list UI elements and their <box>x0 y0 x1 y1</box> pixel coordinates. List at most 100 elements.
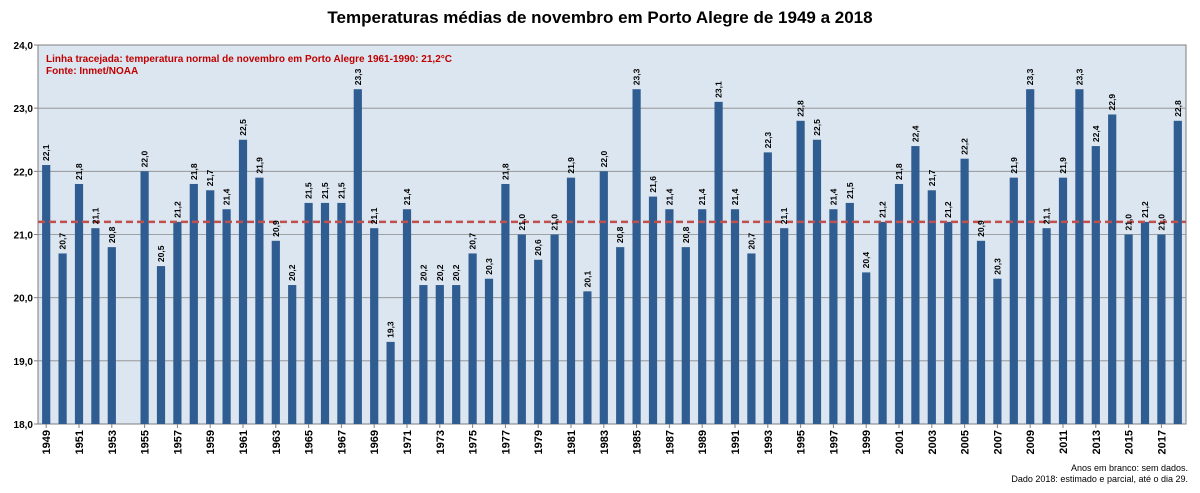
x-tick-label: 2017 <box>1156 430 1168 454</box>
bar <box>747 253 756 424</box>
value-label: 21,5 <box>845 182 855 199</box>
value-label: 20,2 <box>451 264 461 281</box>
value-label: 23,3 <box>353 68 363 85</box>
bar <box>550 234 559 424</box>
value-label: 20,9 <box>976 220 986 237</box>
value-label: 22,2 <box>960 138 970 155</box>
value-label: 21,8 <box>189 163 199 180</box>
value-label: 21,0 <box>550 214 560 231</box>
value-label: 20,6 <box>533 239 543 256</box>
bar <box>960 158 969 424</box>
bar <box>484 278 494 424</box>
x-tick-label: 2009 <box>1025 430 1037 454</box>
value-labels: 22,1 20,7 21,8 21,1 20,8 22,0 20,5 21,2 21,8 21,7… <box>41 68 1183 337</box>
y-tick-label: 21,0 <box>14 231 34 242</box>
bar <box>238 139 248 424</box>
value-label: 22,8 <box>1173 100 1183 117</box>
bar <box>829 209 838 424</box>
bar <box>173 221 182 424</box>
bar <box>255 177 264 424</box>
bar <box>320 202 330 424</box>
value-label: 21,4 <box>697 188 707 205</box>
value-label: 21,7 <box>927 169 937 186</box>
x-tick-label: 2005 <box>960 430 972 454</box>
bar <box>993 278 1002 424</box>
value-label: 19,3 <box>386 321 396 338</box>
value-label: 20,4 <box>861 252 871 269</box>
value-label: 21,5 <box>304 182 314 199</box>
x-tick-label: 2013 <box>1091 430 1103 454</box>
bar <box>845 202 854 424</box>
value-label: 20,2 <box>418 264 428 281</box>
bar <box>288 285 297 424</box>
bar <box>1108 114 1117 424</box>
x-tick-label: 1975 <box>468 430 480 454</box>
value-label: 20,8 <box>107 226 117 243</box>
value-label: 23,3 <box>632 68 642 85</box>
value-label: 20,3 <box>484 258 494 275</box>
bar <box>698 209 707 424</box>
value-label: 21,4 <box>402 188 412 205</box>
x-tick-label: 2015 <box>1124 430 1136 454</box>
bar <box>796 120 805 425</box>
value-label: 21,0 <box>1156 214 1166 231</box>
footnote-2018-partial: Dado 2018: estimado e parcial, até o dia… <box>1011 474 1188 484</box>
x-tick-label: 1999 <box>861 430 873 454</box>
x-tick-label: 1953 <box>107 430 119 454</box>
bar <box>730 209 740 424</box>
x-tick-label: 1961 <box>238 430 250 454</box>
footnote-no-data: Anos em branco: sem dados. <box>1070 463 1188 473</box>
footnote: Anos em branco: sem dados. Dado 2018: es… <box>1011 463 1188 485</box>
value-label: 21,4 <box>828 188 838 205</box>
x-tick-label: 1955 <box>140 430 152 454</box>
value-label: 22,9 <box>1107 94 1117 111</box>
bar <box>1042 228 1051 424</box>
bar <box>386 341 395 424</box>
bar <box>501 183 510 424</box>
annotation-source: Fonte: Inmet/NOAA <box>46 66 138 77</box>
annotation-normal-line: Linha tracejada: temperatura normal de n… <box>46 54 452 65</box>
x-tick-label: 1993 <box>763 430 775 454</box>
bar <box>911 146 920 425</box>
x-tick-label: 1951 <box>74 430 86 454</box>
value-label: 21,5 <box>320 182 330 199</box>
x-tick-label: 1983 <box>599 430 611 454</box>
value-label: 22,5 <box>238 119 248 136</box>
value-label: 20,5 <box>156 245 166 262</box>
value-label: 21,0 <box>517 214 527 231</box>
annotation: Linha tracejada: temperatura normal de n… <box>46 54 452 77</box>
value-label: 20,3 <box>992 258 1002 275</box>
x-tick-label: 1971 <box>402 430 414 454</box>
x-tick-label: 1987 <box>664 430 676 454</box>
x-tick-label: 1985 <box>632 430 644 454</box>
value-label: 21,4 <box>664 188 674 205</box>
x-tick-label: 1957 <box>172 430 184 454</box>
value-label: 20,7 <box>468 233 478 250</box>
y-tick-label: 19,0 <box>14 357 34 368</box>
x-axis-ticks: 1949 1951 1953 1955 1957 1959 1961 1963 1965 1967… <box>41 424 1168 454</box>
value-label: 22,8 <box>796 100 806 117</box>
x-tick-label: 2001 <box>894 430 906 454</box>
value-label: 22,1 <box>41 144 51 161</box>
bar <box>878 221 887 424</box>
bar <box>206 190 215 424</box>
x-tick-label: 1949 <box>41 430 53 454</box>
value-label: 21,2 <box>943 201 953 218</box>
bar <box>927 190 936 424</box>
y-tick-label: 22,0 <box>14 167 34 178</box>
bar <box>304 202 313 424</box>
value-label: 23,1 <box>714 81 724 98</box>
value-label: 21,9 <box>566 157 576 174</box>
value-label: 21,8 <box>894 163 904 180</box>
value-label: 20,8 <box>681 226 691 243</box>
y-tick-label: 24,0 <box>14 41 34 52</box>
x-tick-label: 1979 <box>533 430 545 454</box>
bar <box>862 272 871 424</box>
bar <box>1173 120 1182 425</box>
value-label: 23,3 <box>1025 68 1035 85</box>
x-tick-label: 1973 <box>435 430 447 454</box>
value-label: 20,7 <box>58 233 68 250</box>
bar <box>337 202 346 424</box>
bar <box>1026 89 1035 424</box>
